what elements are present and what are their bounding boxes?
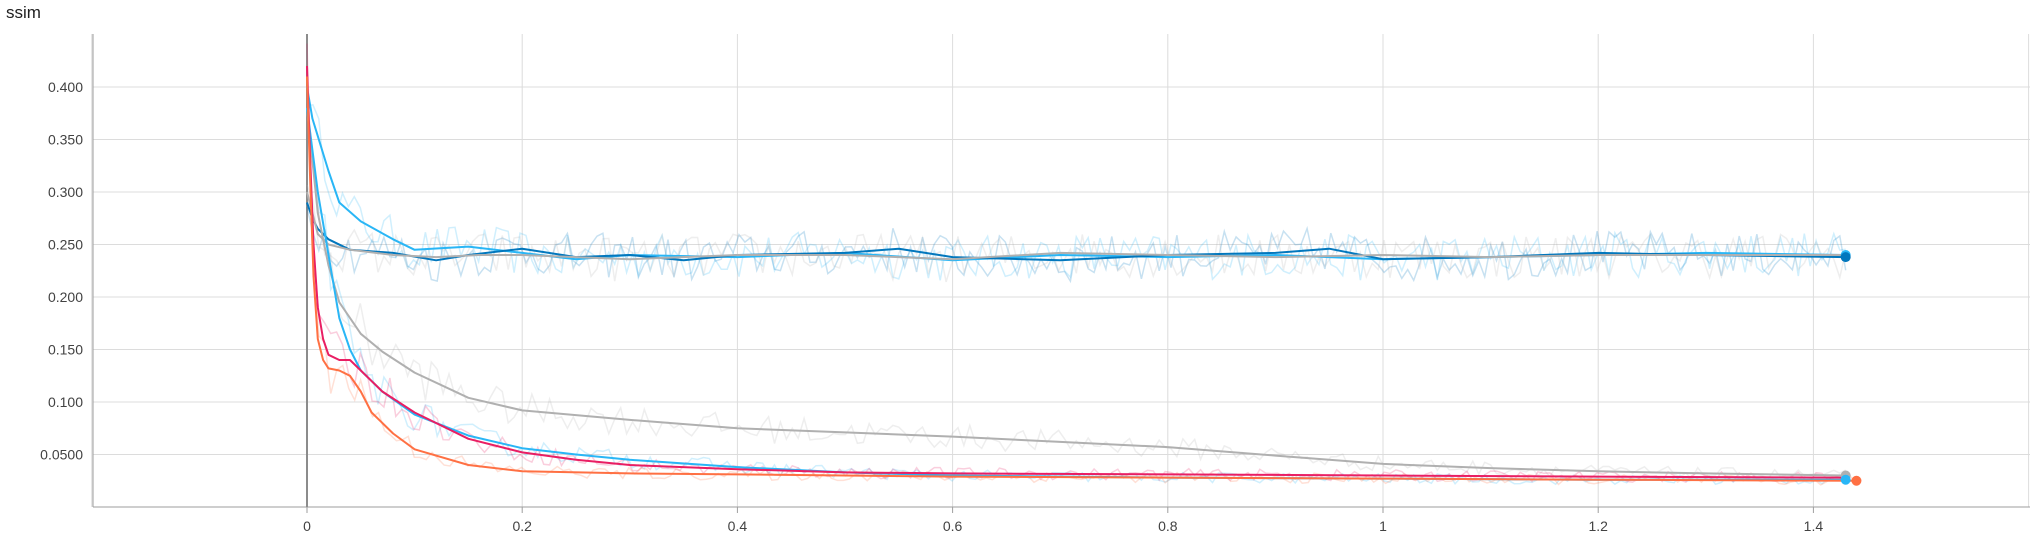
y-tick-label: 0.200 bbox=[48, 289, 83, 305]
series-line bbox=[306, 76, 1857, 482]
series-raw-line bbox=[306, 86, 1858, 486]
x-tick-label: 0.4 bbox=[728, 518, 748, 534]
x-tick-label: 0.2 bbox=[512, 518, 532, 534]
series-line bbox=[306, 107, 1846, 481]
y-tick-label: 0.150 bbox=[48, 342, 83, 358]
y-tick-label: 0.350 bbox=[48, 132, 83, 148]
x-tick-label: 1.2 bbox=[1588, 518, 1608, 534]
y-tick-label: 0.400 bbox=[48, 79, 83, 95]
y-tick-label: 0.100 bbox=[48, 394, 83, 410]
series-raw-line bbox=[306, 92, 1846, 486]
series-raw-line bbox=[306, 43, 1847, 483]
series-raw-line bbox=[306, 206, 1847, 284]
x-tick-label: 0.8 bbox=[1158, 518, 1178, 534]
x-tick-label: 1 bbox=[1379, 518, 1387, 534]
series-line bbox=[306, 65, 1846, 479]
raw-noise-layer bbox=[306, 43, 1858, 486]
series-line bbox=[306, 107, 1846, 477]
x-tick-label: 0 bbox=[303, 518, 311, 534]
series-raw-line bbox=[306, 103, 1846, 281]
series-line bbox=[306, 191, 1846, 261]
x-tick-label: 0.6 bbox=[943, 518, 963, 534]
series-end-point bbox=[1851, 475, 1862, 486]
grid-layer bbox=[91, 34, 2030, 513]
end-marker-layer bbox=[1840, 250, 1862, 486]
y-tick-label: 0.250 bbox=[48, 237, 83, 253]
series-layer bbox=[306, 65, 1857, 482]
series-end-point bbox=[1840, 474, 1851, 485]
y-tick-label: 0.0500 bbox=[40, 447, 83, 463]
series-raw-line bbox=[306, 107, 1847, 481]
y-tick-label: 0.300 bbox=[48, 184, 83, 200]
series-end-point bbox=[1840, 252, 1851, 263]
chart-title: ssim bbox=[6, 3, 41, 22]
x-tick-label: 1.4 bbox=[1804, 518, 1824, 534]
tick-label-layer: 0.05000.1000.1500.2000.2500.3000.3500.40… bbox=[40, 79, 1823, 534]
